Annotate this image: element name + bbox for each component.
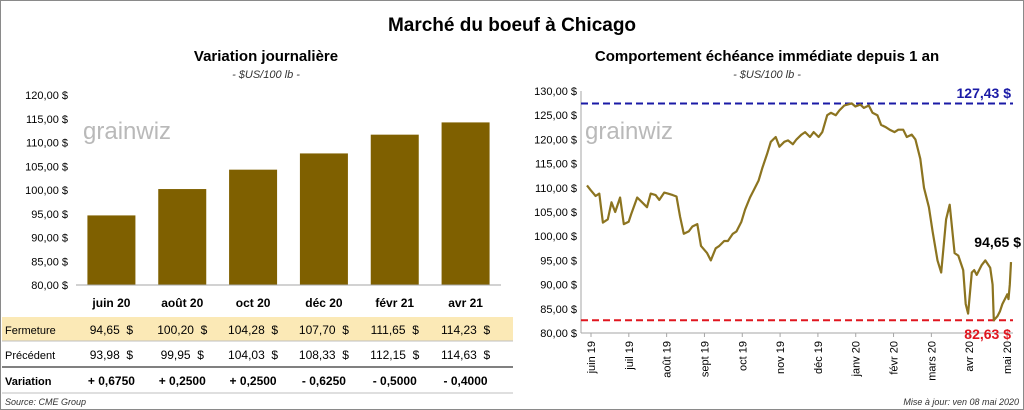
reference-lines (581, 102, 1013, 322)
row-label: Précédent (5, 350, 55, 362)
category-label: oct 20 (236, 296, 271, 310)
y-tick-label: 105,00 $ (25, 161, 68, 173)
y-tick-label: 120,00 $ (534, 134, 577, 146)
category-label: juin 20 (91, 296, 130, 310)
table-cell: 104,03 $ (228, 348, 278, 362)
table-cell: 100,20 $ (157, 323, 207, 337)
category-label: août 20 (161, 296, 203, 310)
x-tick-label: sept 19 (699, 341, 711, 377)
right-watermark: grainwiz (585, 118, 673, 145)
low-value-label: 82,63 $ (964, 326, 1011, 342)
table-cell: - 0,5000 (373, 374, 417, 388)
y-tick-label: 80,00 $ (31, 280, 68, 292)
x-tick-label: juin 19 (586, 341, 598, 374)
line-chart: 80,00 $ 85,00 $ 90,00 $ 95,00 $ 100,00 $ 105,… (534, 85, 1021, 381)
right-chart-unit: - $US/100 lb - (733, 69, 801, 81)
y-tick-label: 115,00 $ (535, 159, 577, 171)
bar (441, 122, 490, 285)
table-body: Fermeture 94,65 $ 100,20 $ 104,28 $ 107,70 $… (5, 323, 490, 388)
bar (158, 189, 207, 285)
page-title: Marché du boeuf à Chicago (388, 15, 636, 36)
y-tick-label: 100,00 $ (534, 231, 577, 243)
left-chart-title: Variation journalière (194, 48, 338, 65)
x-tick-label: nov 19 (775, 341, 787, 374)
left-y-axis: 80,00 $ 85,00 $ 90,00 $ 95,00 $ 100,00 $ 105,… (25, 90, 68, 292)
row-label: Fermeture (5, 325, 56, 337)
annotation-labels: 127,43 $ 82,63 $ 94,65 $ (957, 85, 1022, 342)
x-tick-label: févr 20 (889, 341, 901, 375)
left-x-axis: juin 20 août 20 oct 20 déc 20 févr 21 avr 21 (91, 296, 483, 310)
last-value-label: 94,65 $ (974, 234, 1021, 250)
watermark-logo: grainwiz (585, 118, 673, 145)
data-table: Fermeture 94,65 $ 100,20 $ 104,28 $ 107,70 $… (2, 317, 513, 394)
y-tick-label: 105,00 $ (534, 207, 577, 219)
y-tick-label: 120,00 $ (25, 90, 68, 102)
category-label: févr 21 (375, 296, 414, 310)
source-note: Source: CME Group (5, 397, 86, 407)
high-value-label: 127,43 $ (957, 85, 1012, 101)
left-watermark: grainwiz (83, 118, 171, 145)
table-cell: 107,70 $ (299, 323, 349, 337)
x-tick-label: mars 20 (926, 341, 938, 381)
y-tick-label: 130,00 $ (534, 86, 577, 98)
highlight-row-background (2, 317, 513, 341)
table-cell: + 0,2500 (230, 374, 277, 388)
right-y-axis: 80,00 $ 85,00 $ 90,00 $ 95,00 $ 100,00 $ 105,… (534, 86, 577, 340)
table-cell: 111,65 $ (371, 323, 420, 337)
bar (370, 134, 419, 285)
y-tick-label: 90,00 $ (540, 280, 577, 292)
right-chart-title: Comportement échéance immédiate depuis 1… (595, 48, 939, 65)
price-series-line (586, 102, 1013, 322)
table-cell: 114,63 $ (441, 348, 490, 362)
y-tick-label: 95,00 $ (540, 255, 577, 267)
update-note: Mise à jour: ven 08 mai 2020 (903, 397, 1019, 407)
row-label: Variation (5, 376, 52, 388)
table-cell: 93,98 $ (90, 348, 134, 362)
bar (299, 153, 348, 285)
x-tick-label: déc 19 (813, 341, 825, 374)
y-tick-label: 115,00 $ (26, 114, 68, 126)
x-tick-label: avr 20 (964, 341, 976, 372)
bar-chart: 80,00 $ 85,00 $ 90,00 $ 95,00 $ 100,00 $ 105,… (25, 90, 501, 310)
y-tick-label: 125,00 $ (534, 110, 577, 122)
x-tick-label: août 19 (662, 341, 674, 378)
y-tick-label: 110,00 $ (26, 138, 68, 150)
category-label: avr 21 (448, 296, 483, 310)
category-label: déc 20 (305, 296, 343, 310)
left-chart-unit: - $US/100 lb - (232, 69, 300, 81)
right-x-axis: juin 19 juil 19 août 19 sept 19 oct 19 nov 19… (586, 333, 1014, 381)
table-cell: 104,28 $ (228, 323, 278, 337)
table-cell: - 0,6250 (302, 374, 346, 388)
y-tick-label: 100,00 $ (25, 185, 68, 197)
watermark-logo: grainwiz (83, 118, 171, 145)
table-cell: 108,33 $ (299, 348, 349, 362)
bar (229, 169, 278, 285)
table-cell: 114,23 $ (441, 323, 490, 337)
x-tick-label: janv 20 (851, 341, 863, 377)
y-tick-label: 85,00 $ (31, 256, 68, 268)
y-tick-label: 85,00 $ (540, 304, 577, 316)
table-cell: 99,95 $ (161, 348, 205, 362)
y-tick-label: 80,00 $ (540, 328, 577, 340)
y-tick-label: 90,00 $ (31, 233, 68, 245)
table-cell: - 0,4000 (444, 374, 488, 388)
table-cell: 112,15 $ (370, 348, 419, 362)
x-tick-label: mai 20 (1002, 341, 1014, 374)
table-cell: 94,65 $ (90, 323, 134, 337)
bar-series (87, 122, 490, 285)
y-tick-label: 110,00 $ (535, 183, 577, 195)
table-cell: + 0,6750 (88, 374, 135, 388)
x-tick-label: oct 19 (737, 341, 749, 371)
y-tick-label: 95,00 $ (31, 209, 68, 221)
x-tick-label: juil 19 (624, 341, 636, 371)
table-cell: + 0,2500 (159, 374, 206, 388)
bar (87, 215, 136, 285)
